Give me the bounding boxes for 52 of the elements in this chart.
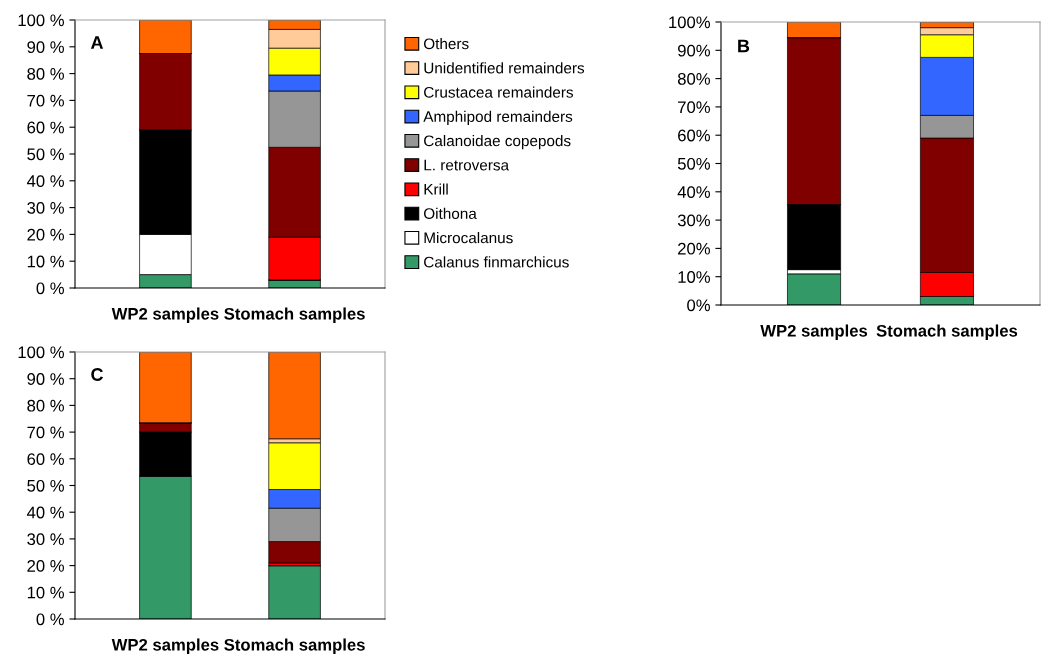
y-tick-label: 20 % (27, 228, 64, 241)
y-tick-label: 60 % (27, 121, 64, 134)
x-tick-label: Stomach samples (224, 307, 365, 323)
legend-label: L. retroversa (424, 159, 510, 171)
x-tick-label: WP2 samples (111, 638, 219, 654)
y-tick-label: 0 % (36, 613, 64, 626)
legend-label: Amphipod remainders (423, 110, 573, 126)
legend-label: Others (424, 38, 469, 50)
y-tick-label: 70 % (27, 94, 64, 107)
y-tick-label: 100 % (18, 14, 64, 27)
legend-label: Calanoidae copepods (424, 135, 571, 150)
y-tick-label: 60 % (27, 453, 64, 465)
y-tick-label: 70 % (27, 426, 64, 439)
y-tick-label: 20% (678, 242, 710, 255)
y-tick-label: 50% (677, 157, 710, 170)
annotation: B (738, 39, 750, 53)
y-tick-label: 10 % (27, 586, 64, 599)
y-tick-label: 0% (687, 299, 710, 312)
legend-label: Calanus finmarchicus (424, 256, 569, 268)
y-tick-label: 60% (678, 129, 710, 142)
y-tick-label: 100% (669, 16, 710, 29)
y-tick-label: 30 % (27, 533, 64, 546)
x-tick-label: Stomach samples (224, 638, 365, 654)
y-tick-label: 40% (677, 186, 710, 198)
y-tick-label: 40 % (26, 506, 64, 519)
annotation: A (90, 36, 104, 49)
y-tick-label: 90 % (27, 41, 64, 53)
x-tick-label: WP2 samples (111, 307, 219, 323)
x-tick-label: WP2 samples (760, 324, 868, 340)
y-tick-label: 80 % (27, 399, 64, 412)
legend-label: Unidentified remainders (424, 62, 585, 74)
legend-label: Crustacea remainders (424, 86, 574, 98)
y-tick-label: 20 % (27, 560, 64, 572)
y-tick-label: 50 % (27, 148, 64, 161)
legend-label: Oithona (424, 207, 477, 219)
legend-label: Microcalanus (424, 232, 513, 244)
y-tick-label: 40 % (26, 175, 64, 187)
y-tick-label: 50 % (27, 479, 64, 492)
y-tick-label: 30% (677, 214, 710, 227)
y-tick-label: 90% (678, 44, 710, 57)
annotation: C (91, 368, 104, 381)
y-tick-label: 80% (677, 73, 710, 85)
x-tick-label: Stomach samples (876, 324, 1018, 340)
y-tick-label: 80 % (27, 68, 64, 80)
y-tick-label: 90 % (27, 373, 64, 385)
y-tick-label: 10 % (27, 255, 64, 268)
y-tick-label: 100 % (18, 346, 64, 359)
legend-label: Krill (424, 183, 448, 195)
y-tick-label: 30 % (27, 202, 64, 214)
y-tick-label: 10% (678, 271, 710, 283)
y-tick-label: 0 % (36, 282, 64, 295)
y-tick-label: 70% (678, 101, 710, 114)
